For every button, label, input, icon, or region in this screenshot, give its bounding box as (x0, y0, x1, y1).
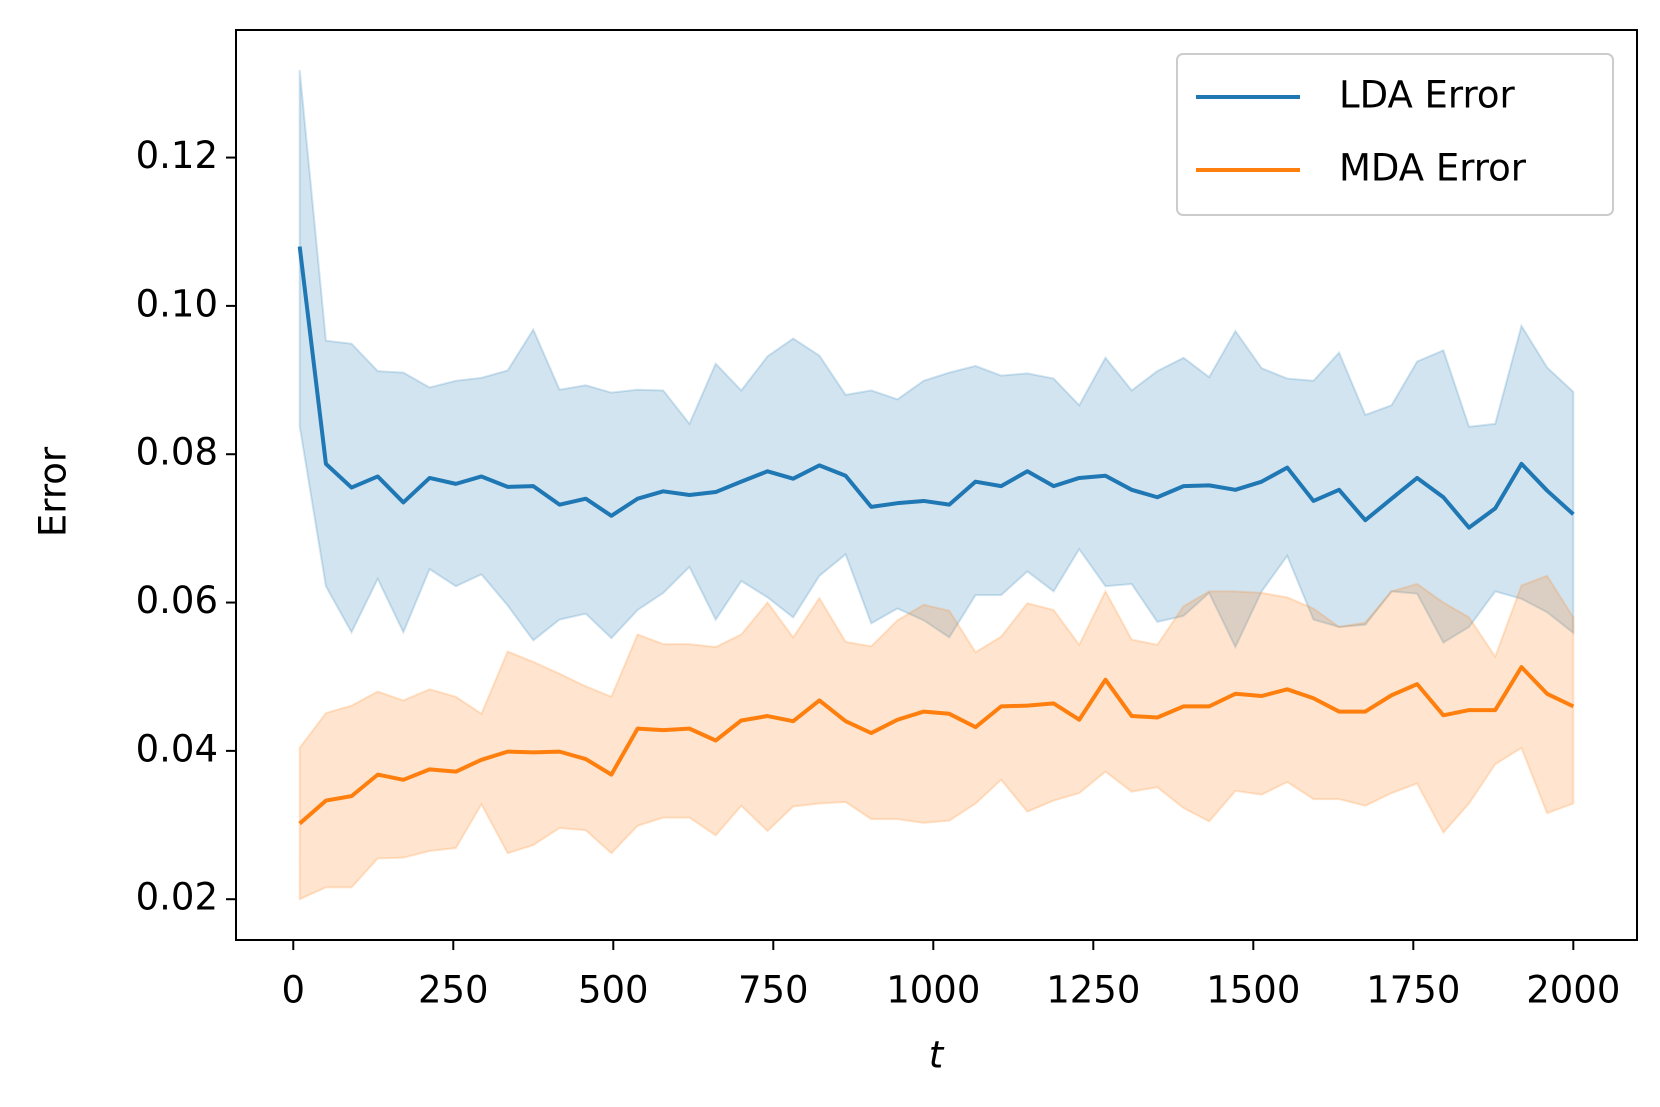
x-tick-label: 1250 (1046, 969, 1140, 1012)
y-tick-label: 0.12 (136, 134, 218, 177)
error-band (298, 69, 1575, 650)
series-line (298, 665, 1575, 826)
y-tick-label: 0.10 (136, 282, 218, 325)
y-tick-label: 0.04 (136, 727, 218, 770)
x-tick-label: 250 (418, 969, 489, 1012)
plot-frame (235, 29, 1638, 941)
legend-box (1176, 53, 1614, 216)
y-tick-label: 0.02 (136, 876, 218, 919)
x-axis-label: t (929, 1034, 945, 1077)
y-tick-label: 0.08 (136, 431, 218, 474)
x-tick-label: 1500 (1206, 969, 1300, 1012)
x-tick-label: 750 (738, 969, 809, 1012)
legend-label: MDA Error (1339, 147, 1527, 190)
y-axis-label: Error (32, 446, 75, 537)
x-tick-label: 0 (282, 969, 306, 1012)
x-tick-label: 2000 (1526, 969, 1620, 1012)
legend-label: LDA Error (1339, 74, 1516, 117)
x-tick-label: 1000 (886, 969, 980, 1012)
error-band (298, 574, 1575, 901)
x-tick-label: 1750 (1366, 969, 1460, 1012)
x-tick-label: 500 (578, 969, 649, 1012)
y-tick-label: 0.06 (136, 579, 218, 622)
series-line (297, 246, 1575, 530)
